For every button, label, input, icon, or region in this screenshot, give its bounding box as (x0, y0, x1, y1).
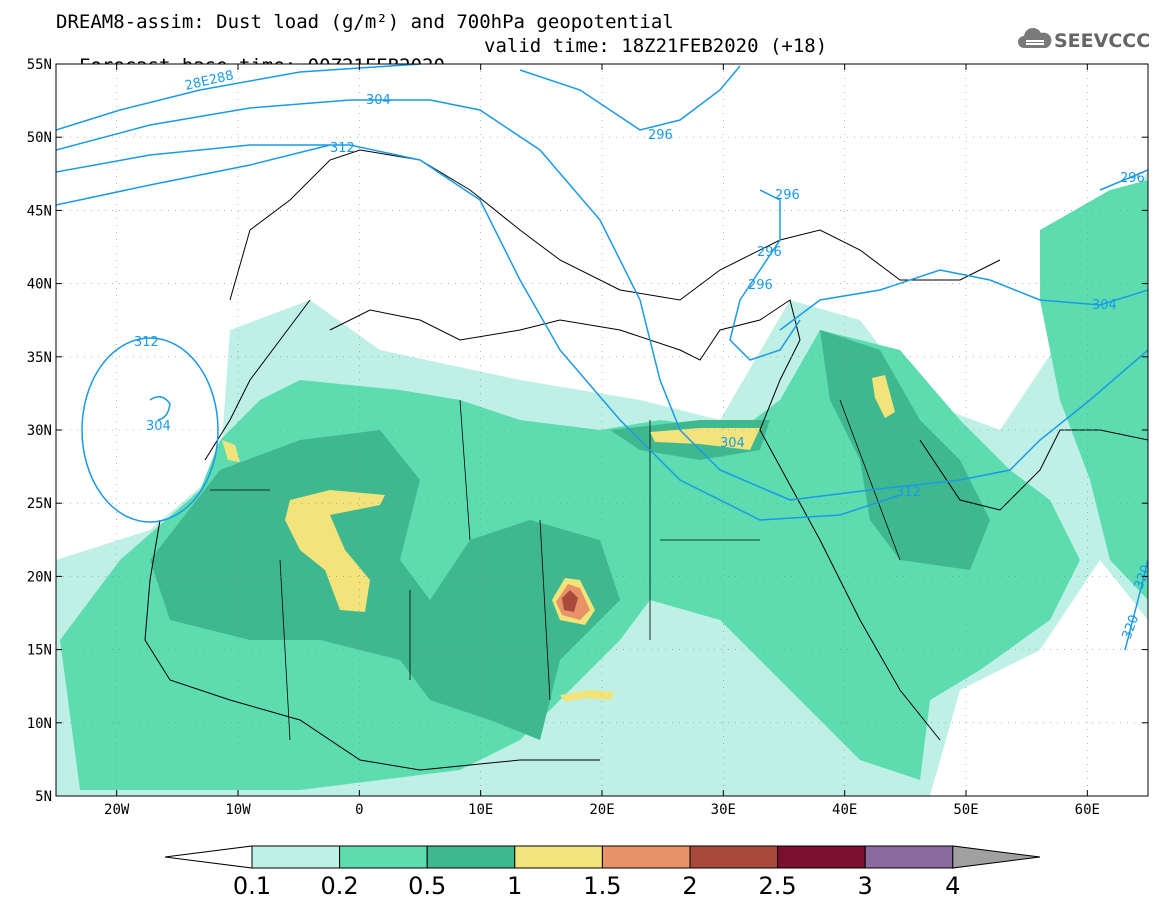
contour-label: 312 (896, 485, 921, 500)
contour-312-west (56, 144, 331, 206)
lon-label: 30E (711, 802, 736, 818)
contour-label: 304 (366, 93, 391, 108)
seevccc-logo: SEEVCCC (1018, 26, 1158, 56)
lon-label: 60E (1075, 802, 1100, 818)
contour-304 (56, 99, 1148, 501)
contour-label: 296 (1120, 171, 1145, 186)
coastline-morocco (204, 299, 311, 461)
lon-label: 10E (468, 802, 493, 818)
contour-296-ne (1099, 169, 1148, 191)
colorbar-label: 1.5 (583, 872, 622, 900)
longitude-labels: 20W 10W 0 10E 20E 30E 40E 50E 60E (104, 802, 1100, 818)
contour-320 (1124, 559, 1148, 651)
lat-label: 40N (27, 277, 52, 293)
contour-label: 296 (757, 245, 782, 260)
colorbar-label: 0.2 (320, 872, 359, 900)
contour-label: 312 (330, 141, 355, 156)
contour-312 (56, 144, 901, 521)
lon-label: 40E (832, 802, 857, 818)
lat-label: 15N (27, 643, 52, 659)
contour-label: 296 (775, 188, 800, 203)
lat-label: 50N (27, 130, 52, 146)
contour-label: 296 (748, 278, 773, 293)
colorbar-label: 3 (857, 872, 873, 900)
lat-label: 30N (27, 423, 52, 439)
contour-304-low (149, 396, 171, 421)
colorbar-label: 0.5 (408, 872, 447, 900)
contour-label: 312 (134, 335, 159, 350)
dust-region-1-morocco (222, 440, 240, 462)
colorbar-label: 0.1 (232, 872, 272, 900)
coastline-west-africa (144, 519, 600, 771)
dust-region-1-chad (560, 690, 615, 702)
coastline (329, 299, 941, 741)
lat-label: 35N (27, 350, 52, 366)
colorbar-label: 2 (682, 872, 698, 900)
lon-label: 20E (589, 802, 614, 818)
contour-label: 304 (146, 419, 171, 434)
contour-296-east (729, 189, 801, 361)
lon-label: 0 (355, 802, 363, 818)
lat-label: 45N (27, 203, 52, 219)
dust-region-1-iraq (872, 375, 895, 418)
logo-text: SEEVCCC (1054, 30, 1151, 52)
dust-region-high-arabia (820, 330, 990, 570)
contour-304-east (779, 269, 1148, 331)
lat-label: 55N (27, 57, 52, 73)
dust-region-high (150, 430, 620, 740)
colorbar-label: 4 (945, 872, 961, 900)
lat-label: 5N (35, 789, 52, 805)
contour-label: 296 (648, 128, 673, 143)
dust-region-1 (285, 490, 385, 612)
cloud-icon (1018, 28, 1052, 48)
dust-peak-core (562, 590, 578, 612)
lon-label: 50E (953, 802, 978, 818)
lon-label: 10W (225, 802, 251, 818)
contour-288 (56, 64, 421, 131)
contour-label: 304 (1092, 298, 1117, 313)
coastline-europe (229, 149, 1001, 301)
lat-label: 20N (27, 569, 52, 585)
colorbar-label: 1 (507, 872, 523, 900)
map-title: DREAM8-assim: Dust load (g/m²) and 700hP… (56, 11, 674, 33)
dust-region-1-egypt (650, 428, 760, 450)
colorbar-label: 2.5 (758, 872, 797, 900)
valid-time: valid time: 18Z21FEB2020 (+18) (484, 35, 828, 57)
country-borders (210, 399, 901, 741)
contour-label: 304 (720, 436, 745, 451)
dust-region-mid-east (1040, 180, 1148, 600)
axis-ticks (56, 63, 1148, 797)
map-grid (56, 64, 1148, 796)
lat-label: 25N (27, 496, 52, 512)
lat-label: 10N (27, 716, 52, 732)
latitude-labels: 55N 50N 45N 40N 35N 30N 25N 20N 15N 10N 5N (27, 57, 52, 805)
lon-label: 20W (104, 802, 130, 818)
